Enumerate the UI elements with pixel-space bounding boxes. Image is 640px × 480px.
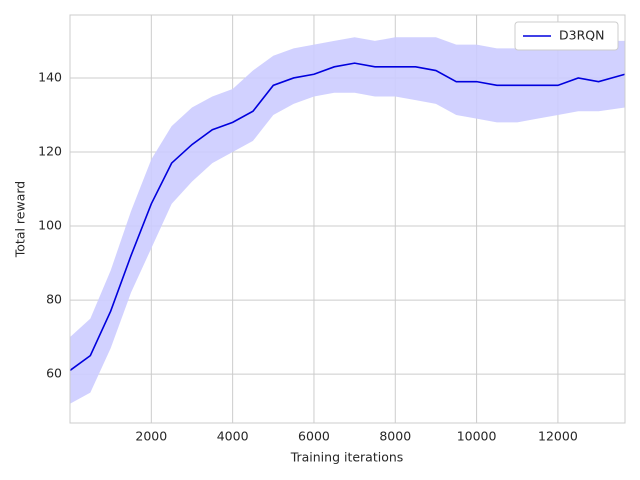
x-axis-label: Training iterations: [290, 450, 404, 465]
plot-frame: [69, 14, 626, 424]
y-tick-label: 100: [38, 218, 62, 233]
y-tick-label: 60: [46, 366, 62, 381]
y-tick-label: 120: [38, 143, 62, 158]
legend-box: [514, 21, 619, 51]
x-tick-label: 12000: [538, 429, 578, 444]
x-tick-label: 8000: [379, 429, 411, 444]
band: [70, 37, 625, 404]
y-tick-label: 80: [46, 292, 62, 307]
x-tick-label: 6000: [298, 429, 330, 444]
x-tick-label: 2000: [135, 429, 167, 444]
line: [69, 62, 626, 372]
y-tick-label: 140: [38, 69, 62, 84]
y-axis-label: Total reward: [13, 181, 28, 258]
x-tick-label: 4000: [217, 429, 249, 444]
x-tick-label: 10000: [457, 429, 497, 444]
legend-label: D3RQN: [559, 28, 604, 43]
